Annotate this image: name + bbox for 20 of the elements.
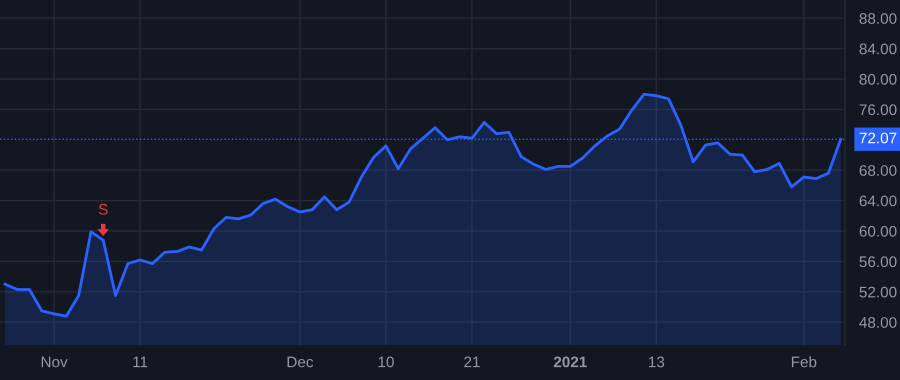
y-tick-label: 88.00 [860,13,897,24]
y-tick-label: 84.00 [860,44,897,54]
y-tick-label: 60.00 [860,226,897,237]
y-tick-label: 48.00 [859,317,897,328]
x-tick-label: Feb [792,356,816,368]
y-tick-label: 68.00 [860,165,897,176]
x-tick-label: 2021 [554,356,587,368]
x-tick-label: Nov [42,356,68,368]
y-tick-label: 76.00 [860,104,897,116]
ref-line-label: 72.07 [860,132,896,144]
annotation: S [98,204,108,215]
y-tick-label: 56.00 [860,256,897,268]
y-tick-label: 64.00 [860,195,897,206]
x-tick-label: 10 [378,356,394,368]
y-tick-label: 80.00 [860,74,897,85]
x-tick-label: 21 [464,356,480,368]
x-tick-label: 13 [649,356,664,368]
x-tick-label: Dec [288,356,314,368]
x-tick-label: 11 [133,356,148,368]
y-tick-label: 52.00 [860,286,897,298]
